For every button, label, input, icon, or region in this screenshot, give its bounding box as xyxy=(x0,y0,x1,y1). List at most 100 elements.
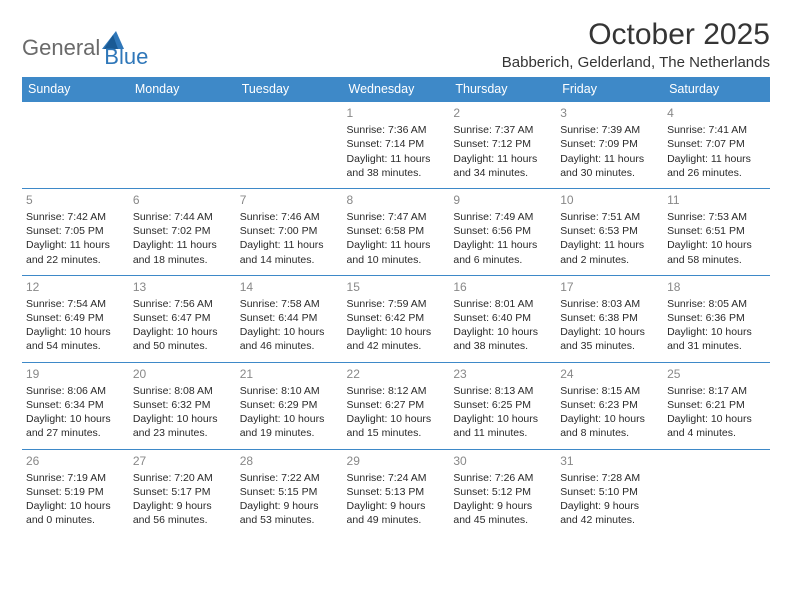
daylight-text: Daylight: 10 hours and 11 minutes. xyxy=(453,412,552,440)
calendar-day-cell: 30Sunrise: 7:26 AMSunset: 5:12 PMDayligh… xyxy=(449,449,556,535)
sunrise-text: Sunrise: 7:42 AM xyxy=(26,210,125,224)
calendar-day-cell: 10Sunrise: 7:51 AMSunset: 6:53 PMDayligh… xyxy=(556,188,663,275)
calendar-day-cell: 6Sunrise: 7:44 AMSunset: 7:02 PMDaylight… xyxy=(129,188,236,275)
calendar-day-cell: 11Sunrise: 7:53 AMSunset: 6:51 PMDayligh… xyxy=(663,188,770,275)
daylight-text: Daylight: 9 hours and 53 minutes. xyxy=(240,499,339,527)
day-number: 17 xyxy=(560,279,659,295)
sunrise-text: Sunrise: 8:13 AM xyxy=(453,384,552,398)
daylight-text: Daylight: 11 hours and 2 minutes. xyxy=(560,238,659,266)
sunset-text: Sunset: 6:42 PM xyxy=(347,311,446,325)
daylight-text: Daylight: 11 hours and 6 minutes. xyxy=(453,238,552,266)
sunset-text: Sunset: 6:49 PM xyxy=(26,311,125,325)
calendar-day-cell: 4 Sunrise: 7:41 AMSunset: 7:07 PMDaylight… xyxy=(663,102,770,189)
sunrise-text: Sunrise: 8:08 AM xyxy=(133,384,232,398)
sunrise-text: Sunrise: 7:58 AM xyxy=(240,297,339,311)
day-number: 3 xyxy=(560,105,659,121)
sunset-text: Sunset: 6:38 PM xyxy=(560,311,659,325)
sunrise-text: Sunrise: 7:59 AM xyxy=(347,297,446,311)
daylight-text: Daylight: 11 hours and 10 minutes. xyxy=(347,238,446,266)
calendar-day-cell: 20Sunrise: 8:08 AMSunset: 6:32 PMDayligh… xyxy=(129,362,236,449)
daylight-text: Daylight: 9 hours and 42 minutes. xyxy=(560,499,659,527)
sunrise-text: Sunrise: 7:44 AM xyxy=(133,210,232,224)
daylight-text: Daylight: 10 hours and 23 minutes. xyxy=(133,412,232,440)
sunset-text: Sunset: 6:58 PM xyxy=(347,224,446,238)
sunrise-text: Sunrise: 7:47 AM xyxy=(347,210,446,224)
calendar-day-cell xyxy=(236,102,343,189)
daylight-text: Daylight: 10 hours and 58 minutes. xyxy=(667,238,766,266)
calendar-body: 1Sunrise: 7:36 AMSunset: 7:14 PMDaylight… xyxy=(22,102,770,536)
day-number: 30 xyxy=(453,453,552,469)
day-number: 16 xyxy=(453,279,552,295)
sunrise-text: Sunrise: 8:01 AM xyxy=(453,297,552,311)
sunrise-text: Sunrise: 8:05 AM xyxy=(667,297,766,311)
day-number: 18 xyxy=(667,279,766,295)
daylight-text: Daylight: 10 hours and 35 minutes. xyxy=(560,325,659,353)
calendar-page: General Blue October 2025 Babberich, Gel… xyxy=(0,0,792,535)
sunset-text: Sunset: 7:14 PM xyxy=(347,137,446,151)
calendar-day-cell: 21Sunrise: 8:10 AMSunset: 6:29 PMDayligh… xyxy=(236,362,343,449)
daylight-text: Daylight: 9 hours and 49 minutes. xyxy=(347,499,446,527)
calendar-day-cell xyxy=(663,449,770,535)
daylight-text: Daylight: 10 hours and 27 minutes. xyxy=(26,412,125,440)
calendar-day-cell: 1Sunrise: 7:36 AMSunset: 7:14 PMDaylight… xyxy=(343,102,450,189)
sunset-text: Sunset: 6:21 PM xyxy=(667,398,766,412)
sunrise-text: Sunrise: 7:41 AM xyxy=(667,123,766,137)
daylight-text: Daylight: 10 hours and 19 minutes. xyxy=(240,412,339,440)
day-number: 24 xyxy=(560,366,659,382)
sunset-text: Sunset: 5:12 PM xyxy=(453,485,552,499)
sunrise-text: Sunrise: 7:53 AM xyxy=(667,210,766,224)
daylight-text: Daylight: 10 hours and 0 minutes. xyxy=(26,499,125,527)
calendar-day-cell: 15Sunrise: 7:59 AMSunset: 6:42 PMDayligh… xyxy=(343,275,450,362)
daylight-text: Daylight: 11 hours and 30 minutes. xyxy=(560,152,659,180)
weekday-header: Wednesday xyxy=(343,77,450,102)
daylight-text: Daylight: 11 hours and 38 minutes. xyxy=(347,152,446,180)
sunset-text: Sunset: 7:00 PM xyxy=(240,224,339,238)
sunset-text: Sunset: 6:44 PM xyxy=(240,311,339,325)
daylight-text: Daylight: 9 hours and 56 minutes. xyxy=(133,499,232,527)
daylight-text: Daylight: 11 hours and 22 minutes. xyxy=(26,238,125,266)
calendar-day-cell xyxy=(129,102,236,189)
sunrise-text: Sunrise: 7:20 AM xyxy=(133,471,232,485)
sunset-text: Sunset: 6:23 PM xyxy=(560,398,659,412)
day-number: 25 xyxy=(667,366,766,382)
month-title: October 2025 xyxy=(502,18,770,52)
day-number: 2 xyxy=(453,105,552,121)
calendar-day-cell: 9Sunrise: 7:49 AMSunset: 6:56 PMDaylight… xyxy=(449,188,556,275)
sunset-text: Sunset: 7:12 PM xyxy=(453,137,552,151)
sunset-text: Sunset: 7:02 PM xyxy=(133,224,232,238)
calendar-day-cell: 16Sunrise: 8:01 AMSunset: 6:40 PMDayligh… xyxy=(449,275,556,362)
sunrise-text: Sunrise: 8:15 AM xyxy=(560,384,659,398)
calendar-day-cell: 31Sunrise: 7:28 AMSunset: 5:10 PMDayligh… xyxy=(556,449,663,535)
day-number: 19 xyxy=(26,366,125,382)
day-number: 11 xyxy=(667,192,766,208)
sunset-text: Sunset: 7:07 PM xyxy=(667,137,766,151)
sunrise-text: Sunrise: 8:10 AM xyxy=(240,384,339,398)
sunrise-text: Sunrise: 7:56 AM xyxy=(133,297,232,311)
day-number: 8 xyxy=(347,192,446,208)
calendar-day-cell: 24Sunrise: 8:15 AMSunset: 6:23 PMDayligh… xyxy=(556,362,663,449)
day-number: 6 xyxy=(133,192,232,208)
sunrise-text: Sunrise: 8:06 AM xyxy=(26,384,125,398)
sunset-text: Sunset: 5:19 PM xyxy=(26,485,125,499)
day-number: 27 xyxy=(133,453,232,469)
day-number: 22 xyxy=(347,366,446,382)
calendar-day-cell: 18Sunrise: 8:05 AMSunset: 6:36 PMDayligh… xyxy=(663,275,770,362)
calendar-day-cell: 7Sunrise: 7:46 AMSunset: 7:00 PMDaylight… xyxy=(236,188,343,275)
sunset-text: Sunset: 5:10 PM xyxy=(560,485,659,499)
daylight-text: Daylight: 10 hours and 4 minutes. xyxy=(667,412,766,440)
day-number: 5 xyxy=(26,192,125,208)
calendar-day-cell: 22Sunrise: 8:12 AMSunset: 6:27 PMDayligh… xyxy=(343,362,450,449)
day-number: 4 xyxy=(667,105,766,121)
day-number: 13 xyxy=(133,279,232,295)
daylight-text: Daylight: 10 hours and 15 minutes. xyxy=(347,412,446,440)
calendar-day-cell: 26Sunrise: 7:19 AMSunset: 5:19 PMDayligh… xyxy=(22,449,129,535)
page-header: General Blue October 2025 Babberich, Gel… xyxy=(22,18,770,71)
daylight-text: Daylight: 11 hours and 26 minutes. xyxy=(667,152,766,180)
sunset-text: Sunset: 6:29 PM xyxy=(240,398,339,412)
calendar-day-cell: 2Sunrise: 7:37 AMSunset: 7:12 PMDaylight… xyxy=(449,102,556,189)
day-number: 15 xyxy=(347,279,446,295)
calendar-day-cell: 5Sunrise: 7:42 AMSunset: 7:05 PMDaylight… xyxy=(22,188,129,275)
day-number: 10 xyxy=(560,192,659,208)
day-number: 29 xyxy=(347,453,446,469)
title-block: October 2025 Babberich, Gelderland, The … xyxy=(502,18,770,71)
